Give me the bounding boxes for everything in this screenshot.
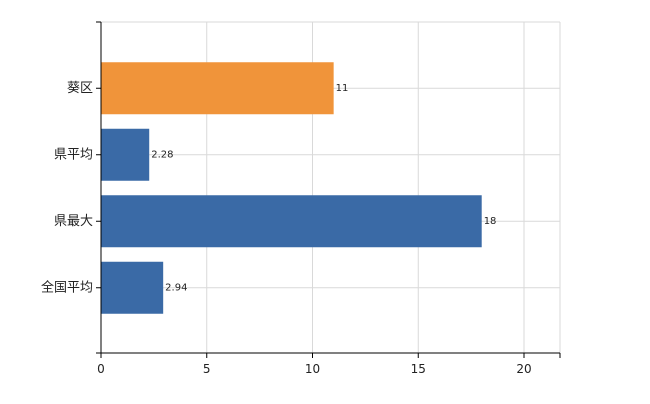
data-label-0: 11 xyxy=(336,83,349,94)
bar-3 xyxy=(101,261,164,314)
bars xyxy=(101,62,482,314)
x-tick-label-2: 10 xyxy=(305,362,320,376)
category-label-1: 県平均 xyxy=(54,147,93,162)
category-label-0: 葵区 xyxy=(67,81,93,96)
bar-0 xyxy=(101,62,334,115)
bar-1 xyxy=(101,128,150,181)
x-tick-label-3: 15 xyxy=(411,362,426,376)
data-label-1: 2.28 xyxy=(151,149,173,160)
data-label-2: 18 xyxy=(484,216,497,227)
x-tick-label-1: 5 xyxy=(203,362,211,376)
category-label-2: 県最大 xyxy=(54,214,93,229)
x-tick-label-4: 20 xyxy=(516,362,531,376)
bar-2 xyxy=(101,195,482,248)
x-tick-label-0: 0 xyxy=(97,362,105,376)
data-label-3: 2.94 xyxy=(165,282,187,293)
category-label-3: 全国平均 xyxy=(41,279,93,295)
axes xyxy=(96,21,561,358)
